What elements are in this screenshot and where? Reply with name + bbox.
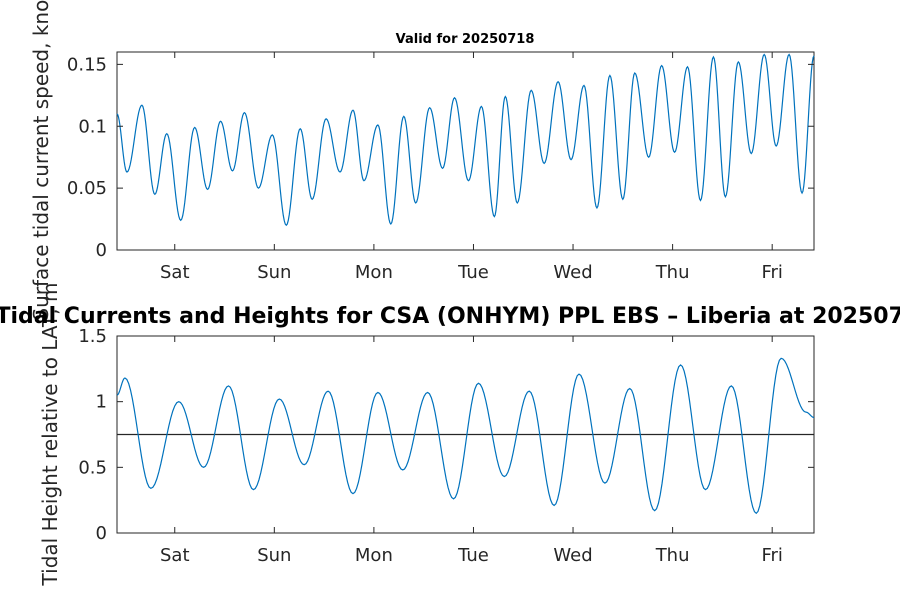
x-tick-label: Mon [355, 262, 393, 283]
current-speed-line [116, 53, 815, 227]
y-tick-label: 0.05 [67, 178, 107, 199]
y-tick-label: 0 [96, 523, 107, 544]
current-speed-ylabel: Surface tidal current speed, knots [29, 0, 53, 321]
x-tick-label: Wed [553, 545, 592, 566]
x-tick-label: Sat [160, 262, 190, 283]
tidal-height-ylabel: Tidal Height relative to LAT, m [38, 283, 62, 587]
x-tick-label: Thu [655, 545, 690, 566]
x-tick-label: Tue [457, 262, 489, 283]
tidal-height-ticks: 0 0.5 1 1.5 Sat Sun Mon Tue Wed Thu Fri [78, 326, 814, 566]
main-title: Tidal Currents and Heights for CSA (ONHY… [0, 304, 900, 329]
tidal-height-line [116, 357, 815, 515]
current-speed-axes-box [116, 51, 815, 251]
y-tick-label: 0.1 [78, 116, 107, 137]
x-tick-label: Fri [761, 262, 782, 283]
current-speed-ticks: 0 0.05 0.1 0.15 Sat Sun Mon Tue Wed Thu Fri [67, 52, 814, 283]
x-tick-label: Wed [553, 262, 592, 283]
y-tick-label: 0.5 [78, 457, 107, 478]
y-tick-label: 1 [96, 392, 107, 413]
y-tick-label: 1.5 [78, 326, 107, 347]
x-tick-label: Sat [160, 545, 190, 566]
x-tick-label: Sun [257, 545, 291, 566]
y-tick-label: 0.15 [67, 54, 107, 75]
x-tick-label: Tue [457, 545, 489, 566]
y-tick-label: 0 [96, 240, 107, 261]
x-tick-label: Sun [257, 262, 291, 283]
x-tick-label: Thu [655, 262, 690, 283]
x-tick-label: Fri [761, 545, 782, 566]
valid-date-label: Valid for 20250718 [396, 32, 535, 47]
current-speed-panel: 0 0.05 0.1 0.15 Sat Sun Mon Tue Wed Thu Fri Surfac… [29, 0, 815, 321]
x-tick-label: Mon [355, 545, 393, 566]
tidal-height-panel: 0 0.5 1 1.5 Sat Sun Mon Tue Wed Thu Fri Tidal Heig… [38, 283, 815, 587]
